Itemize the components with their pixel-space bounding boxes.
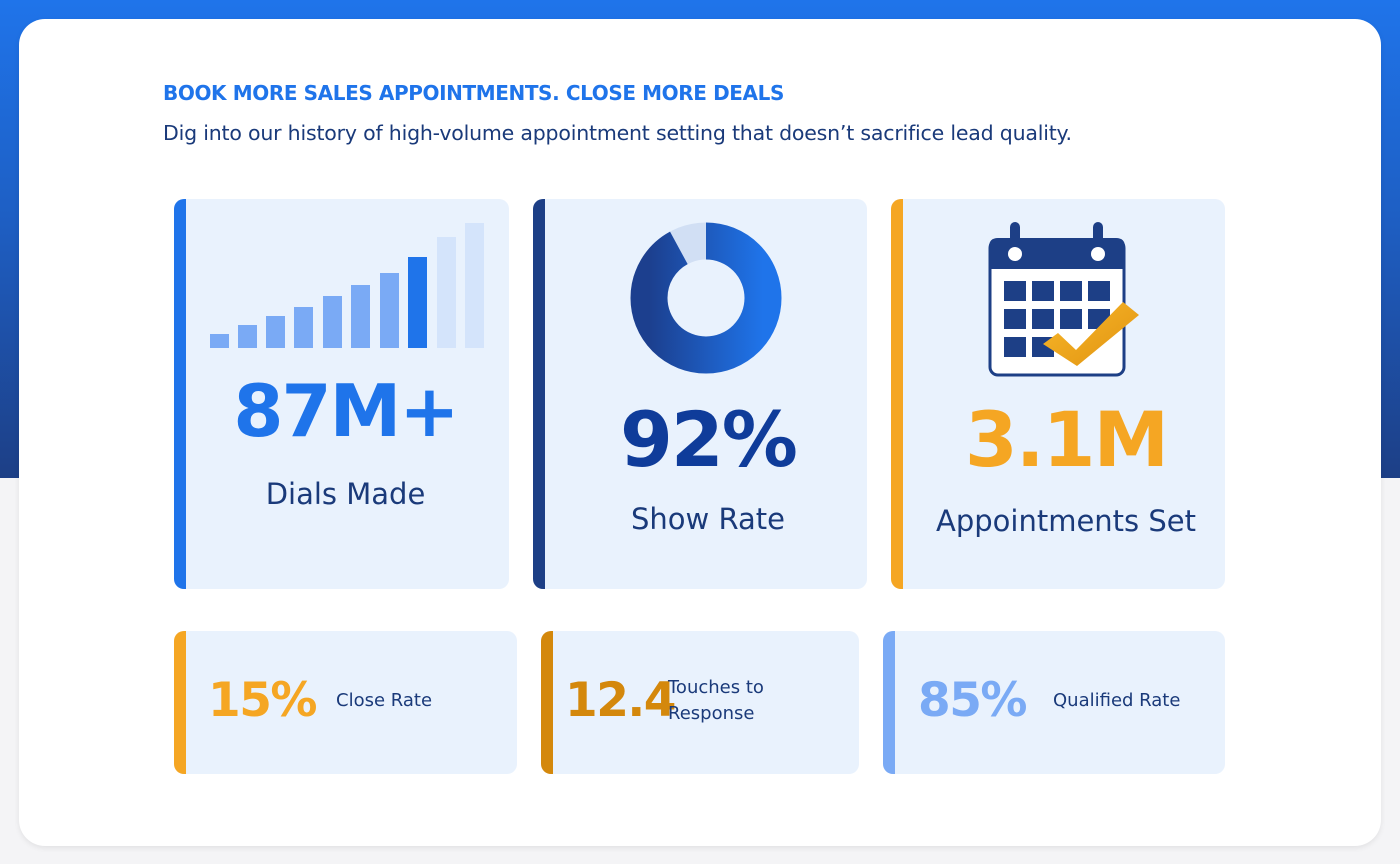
stat-label-show-rate: Show Rate: [631, 502, 785, 536]
stat-card-close-rate: 15% Close Rate: [174, 631, 517, 774]
stat-card-touches: 12.4 Touches to Response: [541, 631, 859, 774]
stat-label-close-rate: Close Rate: [336, 690, 433, 711]
card-accent-bar: [883, 631, 895, 774]
stat-value-appointments: 3.1M: [964, 395, 1169, 484]
stat-label-qualified-rate: Qualified Rate: [1053, 690, 1181, 711]
card-accent-bar: [533, 199, 545, 589]
card-accent-bar: [174, 199, 186, 589]
stat-label-dials: Dials Made: [265, 477, 426, 511]
card-accent-bar: [174, 631, 186, 774]
calendar-check-icon: [988, 222, 1139, 377]
donut-chart-icon: [630, 222, 782, 374]
stat-card-show-rate: 92% Show Rate: [533, 199, 867, 589]
stat-value-dials: 87M+: [233, 369, 459, 453]
section-subtitle: Dig into our history of high-volume appo…: [163, 121, 1072, 145]
card-accent-bar: [891, 199, 903, 589]
content-panel: BOOK MORE SALES APPOINTMENTS. CLOSE MORE…: [19, 19, 1381, 846]
stat-card-dials: 87M+ Dials Made: [174, 199, 509, 589]
stat-label-touches-line1: Touches to: [668, 677, 764, 698]
stat-card-qualified-rate: 85% Qualified Rate: [883, 631, 1225, 774]
stat-label-touches-line2: Response: [668, 703, 755, 724]
stat-value-touches: 12.4: [565, 673, 676, 728]
stat-value-show-rate: 92%: [620, 395, 798, 484]
stat-card-appointments: 3.1M Appointments Set: [891, 199, 1225, 589]
stat-label-appointments: Appointments Set: [936, 504, 1196, 538]
stat-value-qualified-rate: 85%: [918, 673, 1028, 728]
stat-value-close-rate: 15%: [208, 673, 318, 728]
card-accent-bar: [541, 631, 553, 774]
bar-chart-icon: [210, 223, 484, 348]
section-eyebrow: BOOK MORE SALES APPOINTMENTS. CLOSE MORE…: [163, 81, 784, 105]
